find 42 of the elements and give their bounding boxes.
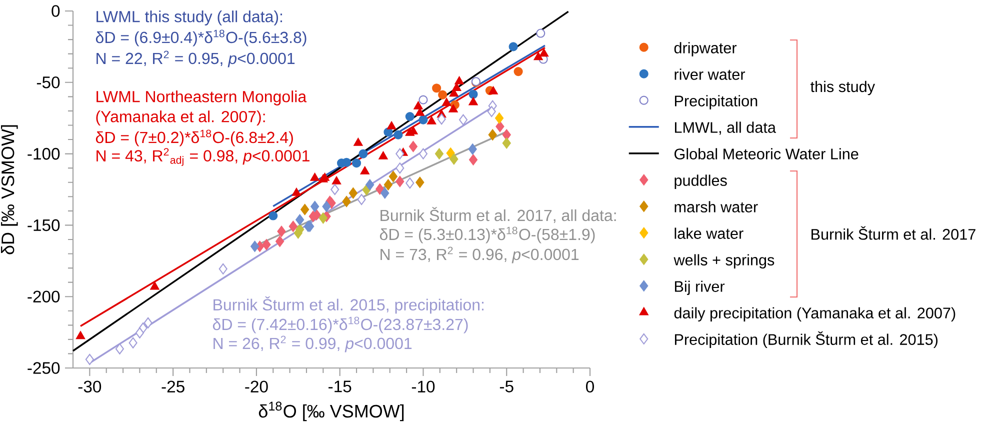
y-tick-label: -250: [28, 362, 60, 374]
legend-label: Precipitation: [674, 95, 758, 110]
annotation: LWML this study (all data):: [96, 10, 282, 26]
legend-label: dripwater: [674, 42, 737, 56]
text: Burnik Šturm et al. 2017: [812, 226, 976, 240]
legend-label: puddles: [674, 174, 727, 189]
legend-label: lake water: [674, 228, 744, 239]
legend-label: LMWL, all data: [674, 122, 776, 135]
legend-label: Global Meteoric Water Line: [674, 148, 858, 160]
annotation: Burnik Šturm et al. 2015, precipitation:: [214, 296, 484, 314]
x-tick-label: 0: [586, 380, 594, 393]
x-tick-label: -25: [162, 380, 184, 393]
x-tick-label: -15: [328, 380, 352, 392]
annotation: LWML Northeastern Mongolia: [96, 90, 307, 106]
y-tick-label: 0: [52, 5, 60, 17]
x-tick-label: -10: [412, 380, 435, 393]
y-tick-label: -100: [28, 148, 60, 160]
legend-label: river water: [674, 68, 746, 80]
annotation: N = 22, R$^{2}$ = 0.95, p<0.0001: [96, 50, 295, 68]
y-tick-label: -50: [36, 76, 60, 88]
text: this study: [810, 80, 875, 96]
x-tick-label: -20: [245, 380, 268, 393]
legend-label: wells + springs: [674, 254, 774, 268]
legend-label: Bij river: [674, 280, 725, 295]
annotation: δD = (7.42±0.16)*δ$^{18}$O-(23.87±3.27): [212, 316, 468, 334]
annotation: N = 73, R$^{2}$ = 0.96, p<0.0001: [380, 246, 579, 264]
y-tick-label: -150: [28, 219, 60, 232]
annotation: (Yamanaka et al. 2007):: [96, 110, 265, 126]
annotation: δD = (7±0.2)*δ$^{18}$O-(6.8±2.4): [96, 130, 293, 146]
annotation: Burnik Šturm et al. 2017, all data:: [380, 206, 616, 224]
annotation: N = 43, R$^{2}$$_{adj}$ = 0.98, p<0.0001: [96, 148, 310, 166]
x-tick-label: -30: [78, 380, 102, 393]
y-tick-label: -200: [28, 290, 60, 303]
x-tick-label: -5: [500, 380, 514, 392]
annotation: δD = (6.9±0.4)*δ$^{18}$O-(5.6±3.8): [96, 30, 306, 46]
legend-label: marsh water: [674, 201, 758, 212]
legend-label: daily precipitation (Yamanaka et al. 2007): [674, 307, 956, 322]
annotation: δD = (5.3±0.13)*δ$^{18}$O-(58±1.9): [380, 226, 595, 244]
legend-label: Precipitation (Burnik Šturm et al. 2015): [674, 331, 938, 348]
y-axis-title: δD [‰ VSMOW]: [0, 125, 18, 254]
annotation: N = 26, R$^{2}$ = 0.99, p<0.0001: [214, 336, 412, 352]
x-axis-title: δ$^{18}$O [‰ VSMOW]: [258, 402, 404, 422]
